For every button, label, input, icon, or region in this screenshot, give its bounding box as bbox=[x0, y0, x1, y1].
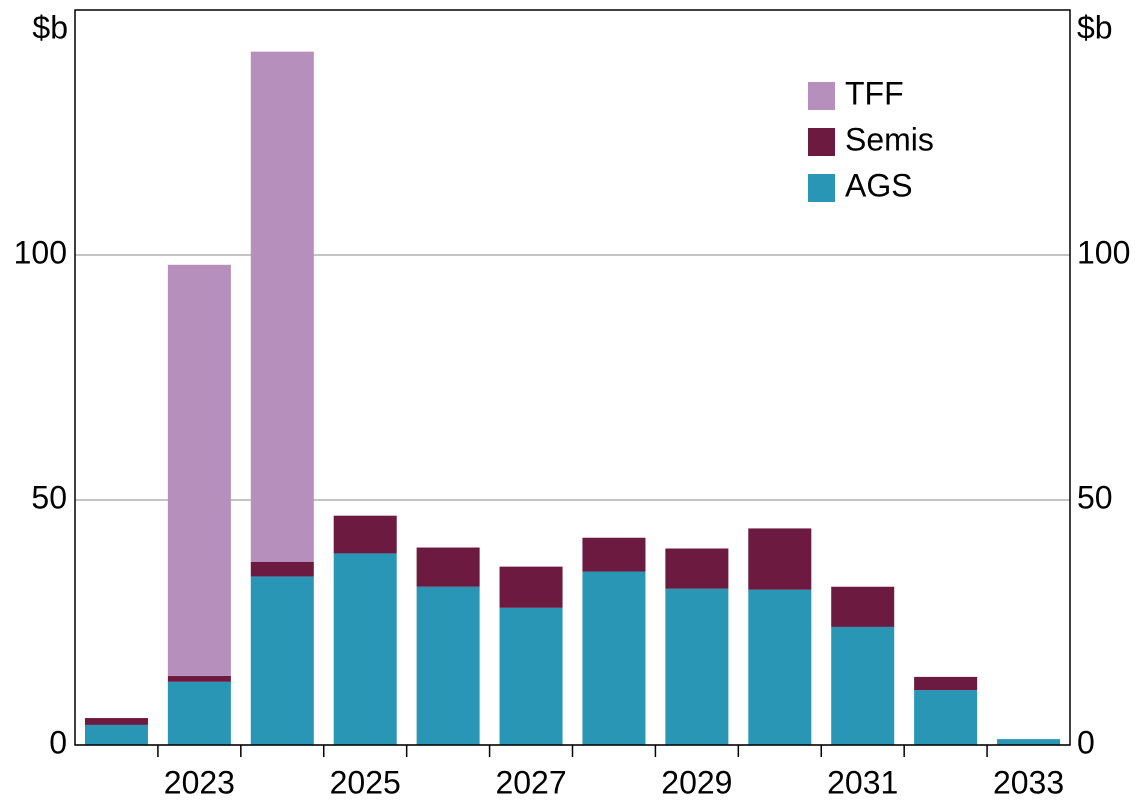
y2-tick-label: 100 bbox=[1077, 234, 1130, 270]
y-tick-label: 0 bbox=[49, 724, 67, 760]
y2-tick-label: 0 bbox=[1077, 724, 1095, 760]
bar-segment bbox=[665, 548, 729, 589]
bar-segment bbox=[167, 675, 231, 682]
bar-segment bbox=[499, 607, 563, 745]
bar-segment bbox=[748, 528, 812, 590]
bar-segment bbox=[831, 626, 895, 745]
x-tick-label: 2031 bbox=[827, 764, 898, 800]
legend-swatch bbox=[808, 128, 835, 156]
bar-segment bbox=[914, 690, 978, 745]
bar-segment bbox=[665, 588, 729, 745]
x-tick-label: 2027 bbox=[495, 764, 566, 800]
bar-segment bbox=[416, 547, 480, 587]
bar-segment bbox=[582, 537, 646, 572]
y2-tick-label: 50 bbox=[1077, 479, 1113, 515]
bar-segment bbox=[416, 586, 480, 745]
bar-segment bbox=[250, 51, 314, 562]
legend-swatch bbox=[808, 82, 835, 110]
bar-segment bbox=[748, 589, 812, 745]
bar-segment bbox=[250, 561, 314, 577]
y2-axis-label: $b bbox=[1077, 9, 1113, 45]
legend-label: Semis bbox=[845, 121, 934, 157]
x-tick-label: 2029 bbox=[661, 764, 732, 800]
bar-segment bbox=[250, 576, 314, 745]
bar-segment bbox=[499, 566, 563, 608]
y-tick-label: 50 bbox=[31, 479, 67, 515]
x-tick-label: 2025 bbox=[330, 764, 401, 800]
bar-segment bbox=[167, 264, 231, 676]
bar-segment bbox=[84, 718, 148, 725]
x-tick-label: 2033 bbox=[993, 764, 1064, 800]
legend-label: TFF bbox=[845, 75, 904, 111]
y-axis-label: $b bbox=[32, 9, 68, 45]
bar-segment bbox=[831, 586, 895, 627]
bar-segment bbox=[582, 571, 646, 745]
y-tick-label: 100 bbox=[14, 234, 67, 270]
bar-segment bbox=[333, 515, 397, 554]
legend-swatch bbox=[808, 174, 835, 202]
bar-segment bbox=[167, 681, 231, 745]
legend-label: AGS bbox=[845, 167, 913, 203]
x-tick-label: 2023 bbox=[164, 764, 235, 800]
bar-segment bbox=[84, 724, 148, 745]
bar-segment bbox=[914, 676, 978, 691]
bar-segment bbox=[997, 739, 1061, 745]
plot-frame bbox=[74, 9, 1071, 746]
bar-segment bbox=[333, 553, 397, 745]
